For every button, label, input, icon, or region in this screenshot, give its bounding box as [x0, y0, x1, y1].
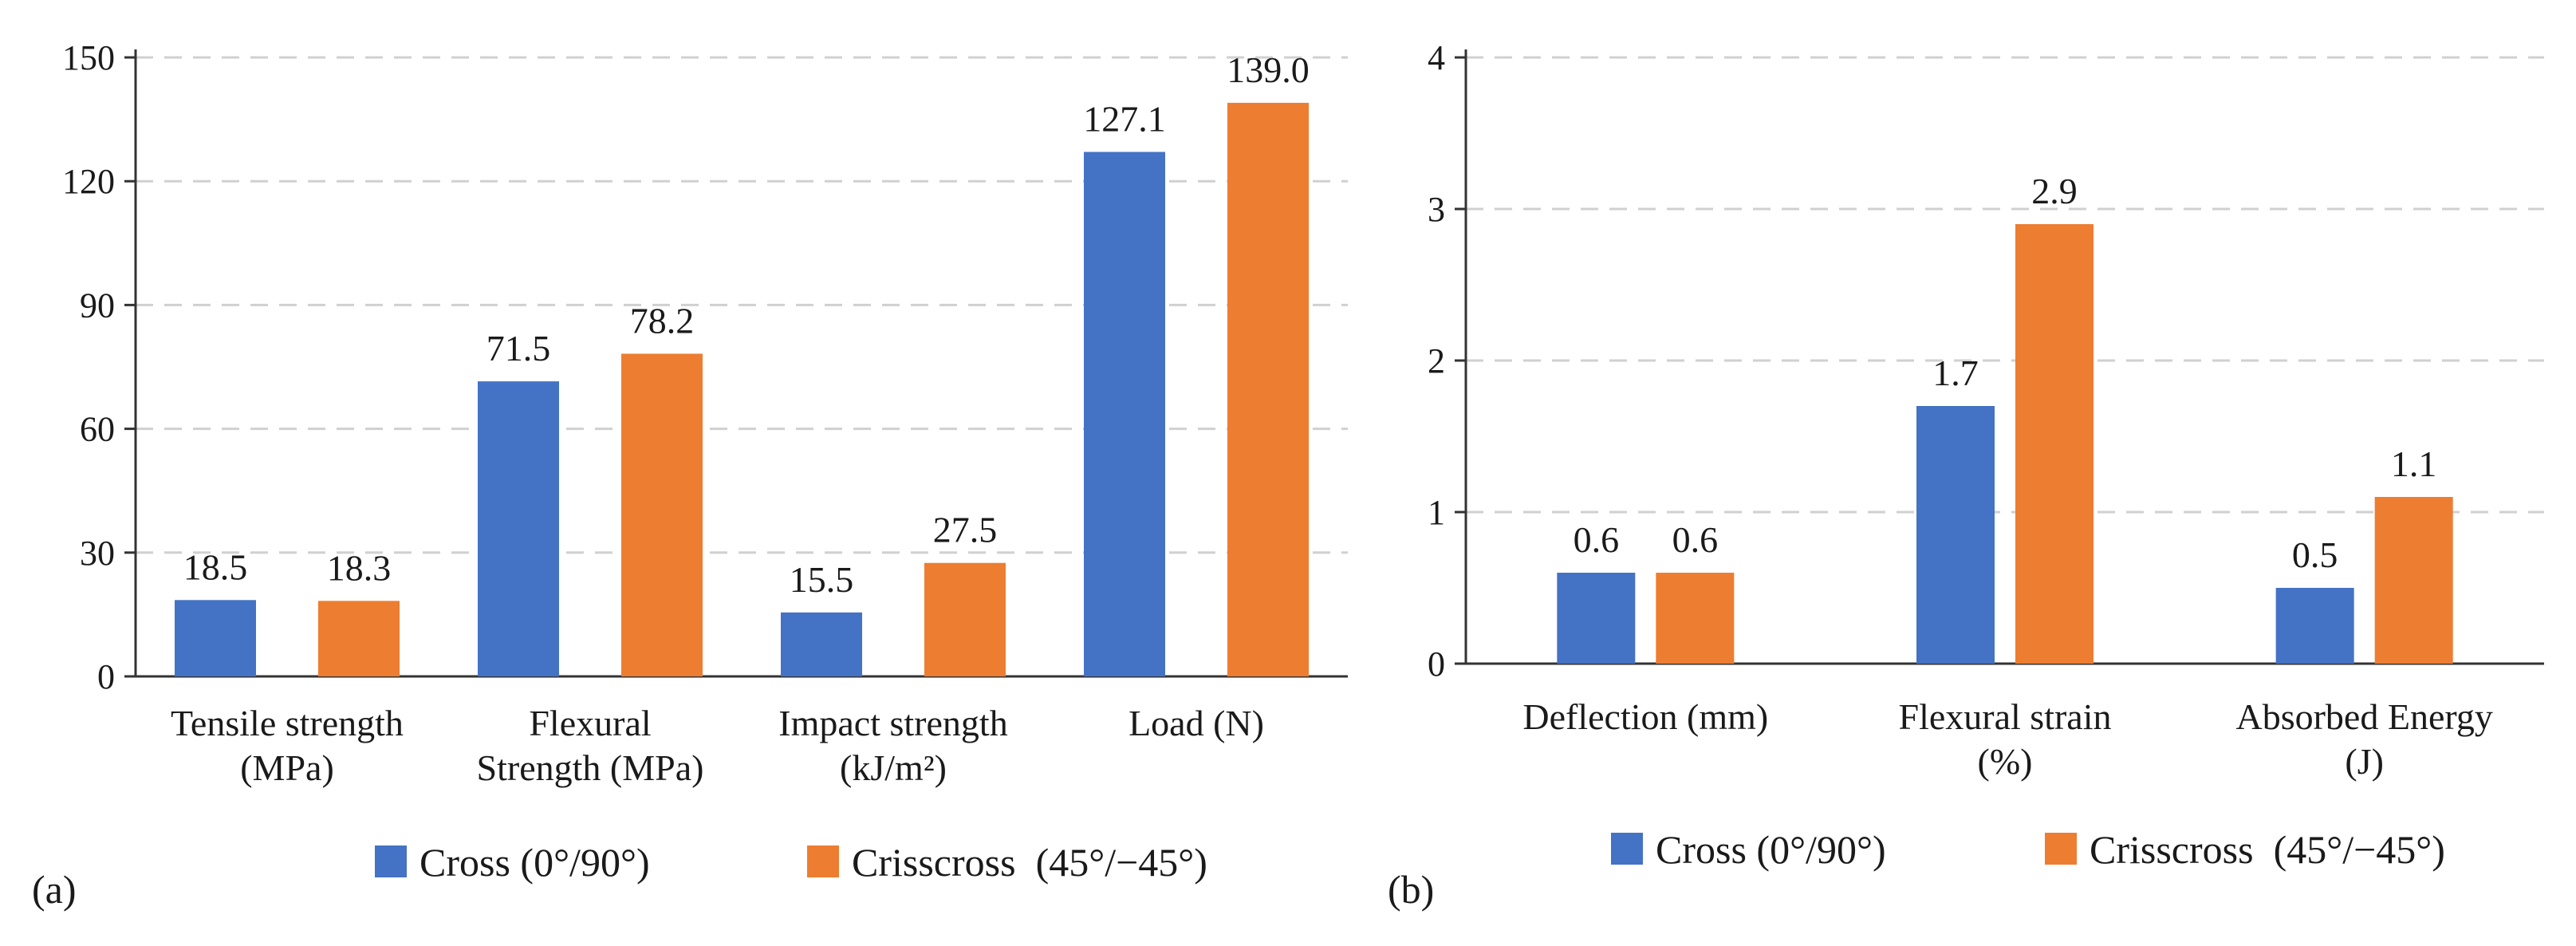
data-label: 1.1	[2391, 443, 2437, 484]
category-label: Impact strength	[778, 703, 1007, 743]
category-label: Load (N)	[1128, 703, 1264, 743]
y-tick-label: 30	[80, 534, 115, 573]
y-tick-label: 2	[1428, 341, 1445, 380]
category-label: Absorbed Energy	[2235, 696, 2492, 737]
category-label: Flexural	[529, 703, 651, 743]
data-label: 18.3	[327, 547, 392, 588]
data-label: 0.6	[1574, 519, 1620, 560]
bar-series-1	[318, 601, 400, 676]
bar-series-0	[1916, 406, 1995, 664]
y-tick-label: 120	[62, 162, 115, 201]
category-label: (MPa)	[240, 747, 334, 788]
data-label: 139.0	[1227, 49, 1310, 90]
bar-series-1	[2374, 497, 2453, 664]
bar-series-1	[1656, 573, 1735, 664]
bar-series-0	[478, 381, 559, 676]
chart-panel-b: 0 1 2 3 4 0.6 0.6 Deflection (mm) 1.7 2.9 Flexural…	[1388, 38, 2544, 912]
data-label: 78.2	[630, 300, 695, 341]
category-label: (%)	[1978, 741, 2033, 782]
bar-series-0	[1557, 573, 1636, 664]
bar-series-1	[621, 353, 703, 676]
category-label: Deflection (mm)	[1522, 696, 1768, 737]
data-label: 1.7	[1932, 353, 1979, 393]
category-label: Tensile strength	[171, 703, 404, 743]
bar-series-0	[175, 600, 256, 676]
bar-series-1	[924, 562, 1006, 676]
bar-series-0	[1084, 152, 1165, 676]
data-label: 127.1	[1083, 98, 1166, 139]
bar-series-1	[2015, 224, 2093, 664]
legend-label: Cross (0°/90°)	[419, 840, 650, 885]
data-label: 0.5	[2292, 534, 2338, 575]
legend-label: Crisscross (45°/−45°)	[2090, 827, 2445, 872]
y-tick-label: 0	[1428, 644, 1445, 684]
data-label: 15.5	[790, 559, 854, 600]
legend-swatch	[1611, 833, 1643, 865]
data-label: 2.9	[2031, 171, 2078, 211]
chart-panel-a: 0 30 60 90 120 150 18.5 18.3 Tensile strength(MP…	[32, 38, 1348, 912]
legend-label: Cross (0°/90°)	[1656, 827, 1886, 872]
category-label: Strength (MPa)	[477, 747, 704, 788]
category-label: Flexural strain	[1899, 696, 2112, 737]
legend-swatch	[2045, 833, 2077, 865]
panel-label: (a)	[32, 867, 77, 912]
data-label: 71.5	[486, 328, 551, 369]
data-label: 18.5	[183, 546, 248, 587]
bar-series-0	[781, 612, 862, 676]
y-tick-label: 60	[80, 410, 115, 449]
y-tick-label: 150	[62, 38, 115, 77]
category-label: (J)	[2345, 741, 2384, 782]
panel-label: (b)	[1388, 867, 1434, 912]
data-label: 0.6	[1672, 519, 1719, 560]
category-label: (kJ/m²)	[840, 747, 947, 788]
y-tick-label: 0	[97, 657, 115, 696]
y-tick-label: 3	[1428, 190, 1445, 229]
y-tick-label: 4	[1428, 38, 1445, 77]
y-tick-label: 1	[1428, 493, 1445, 532]
data-label: 27.5	[933, 510, 998, 550]
y-tick-label: 90	[80, 286, 115, 325]
bar-series-1	[1227, 102, 1309, 676]
bar-series-0	[2275, 588, 2354, 664]
legend-swatch	[807, 845, 839, 877]
legend-swatch	[375, 845, 407, 877]
legend-label: Crisscross (45°/−45°)	[852, 840, 1207, 885]
